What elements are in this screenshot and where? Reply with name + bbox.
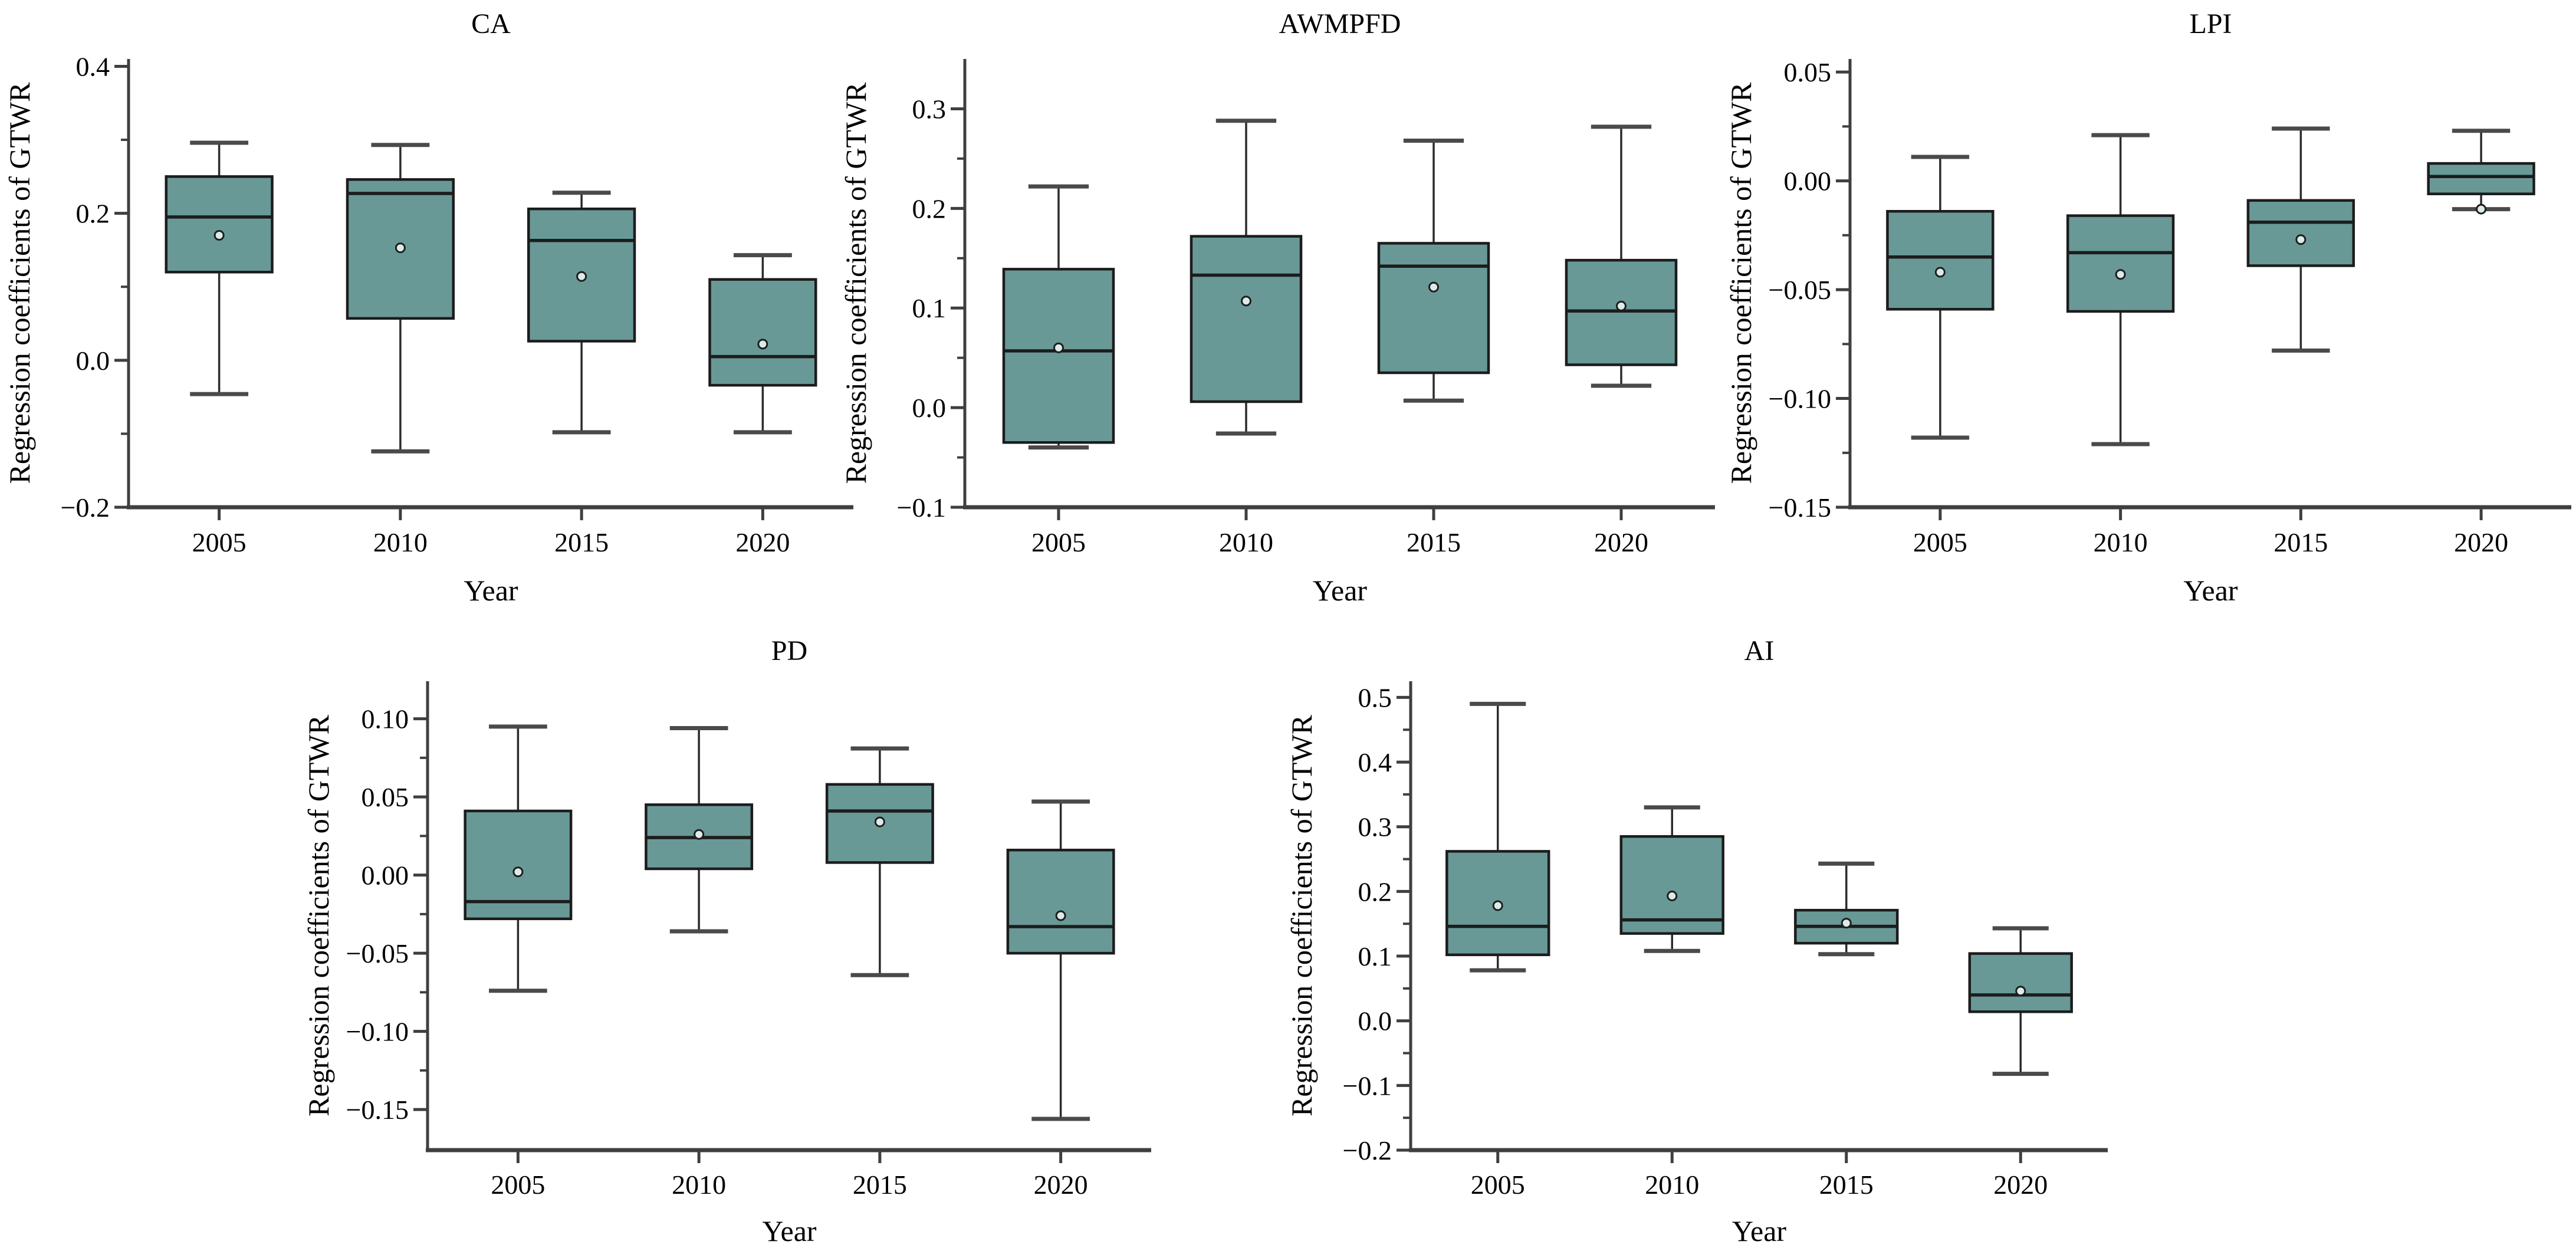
pd-ytick-label: −0.05 [346,938,409,968]
ca-ytick-label: 0.2 [76,199,110,229]
ai-ytick-label: 0.5 [1358,682,1392,712]
awmpfd-box-2005 [1002,268,1115,444]
lpi-mean-marker-2015 [2295,234,2306,245]
awmpfd-mean-marker-2010 [1241,295,1251,307]
pd-xtick-label-2020: 2020 [1034,1170,1088,1200]
awmpfd-ytick-label: −0.1 [897,492,946,523]
ca-xlabel: Year [464,574,518,607]
lpi-mean-marker-2005 [1934,267,1946,278]
awmpfd-ylabel: Regression coefficients of GTWR [839,82,872,484]
lpi-ytick-label: −0.10 [1769,384,1831,414]
ai-title: AI [1744,635,1775,666]
lpi-mean-marker-2010 [2115,269,2126,280]
pd-ytick-label: 0.00 [362,861,409,891]
ai-xtick-label-2010: 2010 [1645,1170,1699,1200]
awmpfd-box-2015 [1377,242,1490,375]
ca-xtick-label-2010: 2010 [373,527,428,557]
ai-mean-marker-2010 [1667,891,1678,902]
awmpfd-xtick-label-2005: 2005 [1031,527,1086,557]
pd-mean-marker-2005 [512,866,524,878]
awmpfd-mean-marker-2015 [1428,281,1439,293]
ai-ytick-label: 0.4 [1358,747,1392,777]
awmpfd-mean-marker-2005 [1053,342,1064,353]
ca-ytick-label: 0.4 [76,51,110,81]
lpi-box-2020 [2427,162,2535,195]
lpi-ylabel: Regression coefficients of GTWR [1724,82,1757,484]
pd-ytick-label: −0.10 [346,1017,409,1047]
ca-box-2005 [165,175,274,274]
lpi-xlabel: Year [2183,574,2237,607]
pd-ytick-label: −0.15 [346,1095,409,1125]
lpi-ytick-label: 0.00 [1784,166,1832,196]
awmpfd-ytick-label: 0.1 [912,293,947,323]
ai-mean-marker-2015 [1841,918,1852,929]
lpi-ytick-label: 0.05 [1784,57,1832,87]
ca-box-2020 [708,278,817,387]
pd-ylabel: Regression coefficients of GTWR [302,714,335,1116]
ca-title: CA [471,8,511,40]
lpi-xtick-label-2015: 2015 [2273,527,2328,557]
lpi-xtick-label-2010: 2010 [2094,527,2148,557]
lpi-title: LPI [2190,8,2232,40]
pd-box-2015 [825,783,934,864]
awmpfd-ytick-label: 0.0 [912,393,947,423]
ai-box-2020 [1968,952,2073,1013]
pd-title: PD [771,635,807,666]
lpi-ytick-label: −0.15 [1769,492,1831,523]
awmpfd-mean-marker-2020 [1616,300,1627,311]
ai-ytick-label: 0.0 [1358,1006,1392,1036]
ai-ylabel: Regression coefficients of GTWR [1285,714,1318,1116]
lpi-box-2010 [2066,214,2175,313]
awmpfd-ytick-label: 0.2 [912,193,947,224]
awmpfd-xtick-label-2015: 2015 [1407,527,1461,557]
pd-ytick-label: 0.05 [362,782,409,812]
ca-xtick-label-2005: 2005 [192,527,247,557]
awmpfd-xlabel: Year [1313,574,1367,607]
lpi-box-2015 [2246,199,2355,267]
awmpfd-ytick-label: 0.3 [912,94,947,124]
pd-mean-marker-2010 [694,829,705,840]
pd-mean-marker-2020 [1055,910,1066,921]
awmpfd-xtick-label-2010: 2010 [1219,527,1273,557]
pd-xtick-label-2010: 2010 [672,1170,726,1200]
lpi-ytick-label: −0.05 [1769,275,1831,305]
ai-xtick-label-2005: 2005 [1471,1170,1525,1200]
ai-ytick-label: −0.1 [1343,1071,1392,1101]
lpi-xtick-label-2005: 2005 [1913,527,1967,557]
pd-box-2020 [1006,848,1115,955]
ai-ytick-label: 0.3 [1358,812,1392,842]
lpi-mean-marker-2020 [2476,203,2487,215]
ai-ytick-label: 0.2 [1358,876,1392,907]
pd-mean-marker-2015 [874,816,885,828]
ai-xlabel: Year [1732,1214,1786,1247]
lpi-box-2005 [1886,210,1995,311]
ai-xtick-label-2015: 2015 [1819,1170,1874,1200]
ca-mean-marker-2020 [757,339,768,350]
ca-ytick-label: −0.2 [61,492,110,523]
ca-xtick-label-2020: 2020 [735,527,790,557]
ca-mean-marker-2010 [395,242,406,254]
pd-xlabel: Year [762,1214,816,1247]
pd-ytick-label: 0.10 [362,704,409,734]
ai-ytick-label: −0.2 [1343,1135,1392,1165]
ai-mean-marker-2020 [2015,986,2026,997]
ca-ytick-label: 0.0 [76,346,110,376]
ca-mean-marker-2015 [576,271,587,282]
ai-box-2010 [1619,835,1724,935]
awmpfd-box-2010 [1190,235,1303,403]
ai-mean-marker-2005 [1492,900,1503,911]
pd-xtick-label-2005: 2005 [491,1170,545,1200]
ai-ytick-label: 0.1 [1358,941,1392,971]
ca-mean-marker-2005 [213,230,225,241]
awmpfd-xtick-label-2020: 2020 [1594,527,1648,557]
ca-xtick-label-2015: 2015 [554,527,609,557]
pd-xtick-label-2015: 2015 [853,1170,907,1200]
ai-xtick-label-2020: 2020 [1993,1170,2048,1200]
lpi-xtick-label-2020: 2020 [2454,527,2508,557]
ca-ylabel: Regression coefficients of GTWR [3,82,36,484]
awmpfd-title: AWMPFD [1279,8,1401,40]
